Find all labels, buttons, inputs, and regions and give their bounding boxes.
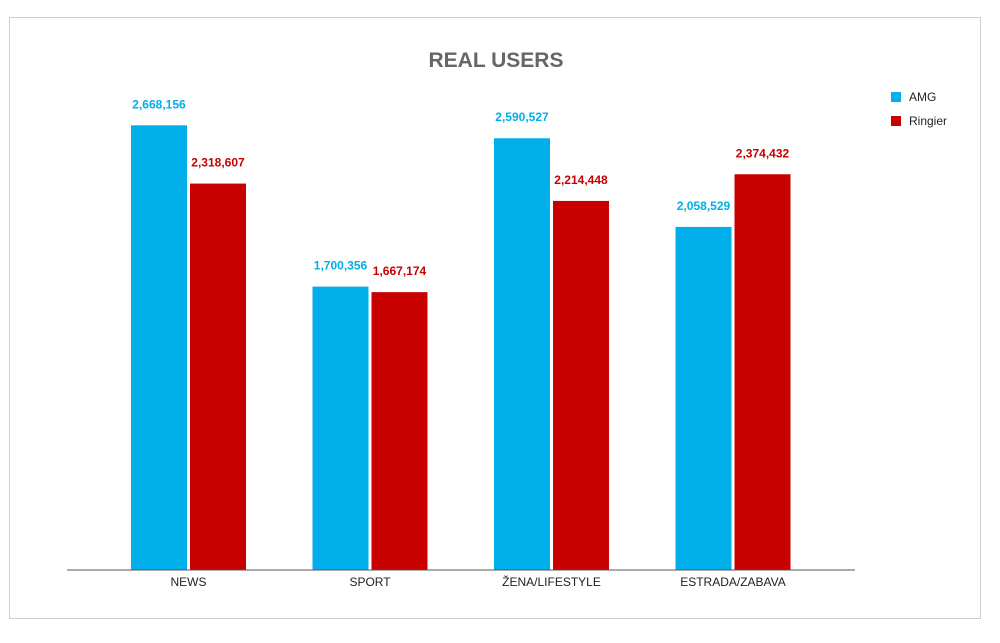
bar-ringier-4 [734, 174, 791, 570]
x-tick-label-2: SPORT [349, 575, 391, 589]
value-label-amg-4: 2,058,529 [677, 199, 731, 213]
chart-title: REAL USERS [429, 49, 564, 72]
value-label-ringier-2: 1,667,174 [373, 264, 427, 278]
bar-ringier-1 [190, 183, 246, 571]
bar-ringier-3 [553, 200, 609, 570]
value-label-amg-1: 2,668,156 [132, 97, 186, 111]
x-tick-labels: NEWS SPORT ŽENA/LIFESTYLE ESTRADA/ZABAVA [171, 574, 786, 589]
legend-swatch-amg [891, 92, 901, 102]
bar-amg-4 [675, 226, 732, 570]
value-label-ringier-1: 2,318,607 [191, 156, 245, 170]
bars-group [131, 125, 791, 571]
bar-ringier-2 [371, 292, 428, 570]
x-tick-label-4: ESTRADA/ZABAVA [680, 575, 786, 589]
value-labels-group: 2,668,156 2,318,607 1,700,356 1,667,174 2,59… [132, 97, 789, 278]
bar-amg-2 [312, 286, 369, 570]
value-label-amg-3: 2,590,527 [495, 110, 549, 124]
legend-swatch-ringier [891, 116, 901, 126]
value-label-amg-2: 1,700,356 [314, 259, 368, 273]
x-tick-label-1: NEWS [171, 575, 207, 589]
value-label-ringier-3: 2,214,448 [554, 173, 608, 187]
value-label-ringier-4: 2,374,432 [736, 146, 790, 160]
bar-amg-3 [494, 138, 550, 571]
x-tick-label-3: ŽENA/LIFESTYLE [502, 574, 601, 589]
legend-label-amg: AMG [909, 90, 936, 104]
legend-label-ringier: Ringier [909, 114, 947, 128]
legend: AMG Ringier [891, 90, 947, 128]
bar-amg-1 [131, 125, 187, 570]
